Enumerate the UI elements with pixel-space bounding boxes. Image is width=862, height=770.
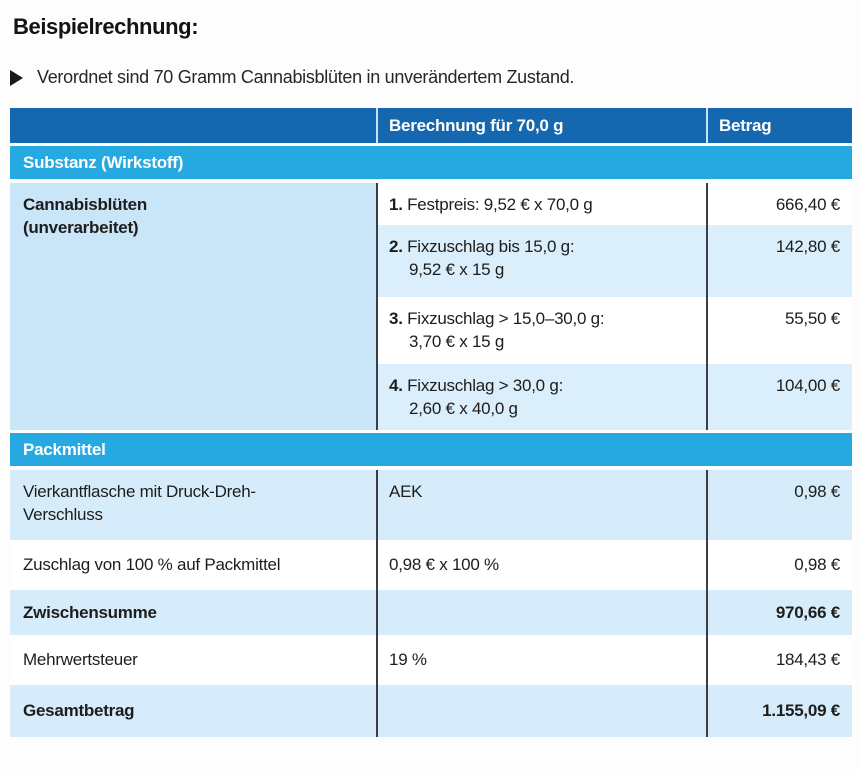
table-row: Zuschlag von 100 % auf Packmittel 0,98 €… xyxy=(10,539,852,590)
amount-cell: 0,98 € xyxy=(706,467,852,540)
calc-cell: 19 % xyxy=(376,634,707,685)
calc-cell xyxy=(376,589,707,635)
row-label-cell: Zwischensumme xyxy=(10,589,377,635)
amount-cell: 142,80 € xyxy=(706,225,852,297)
header-empty-cell xyxy=(10,108,377,145)
table-row: 3. Fixzuschlag > 15,0–30,0 g: 3,70 € x 1… xyxy=(10,297,852,364)
amount-cell: 0,98 € xyxy=(706,539,852,590)
section-row-packaging: Packmittel xyxy=(10,429,852,470)
section-label-packaging: Packmittel xyxy=(10,429,852,470)
amount-cell: 104,00 € xyxy=(706,364,852,431)
header-amount-cell: Betrag xyxy=(706,108,852,145)
calc-text-line2: 2,60 € x 40,0 g xyxy=(409,399,518,418)
calc-cell: 1. Festpreis: 9,52 € x 70,0 g xyxy=(376,181,707,225)
calc-cell: 4. Fixzuschlag > 30,0 g: 2,60 € x 40,0 g xyxy=(376,364,707,431)
table-row: Vierkantflasche mit Druck-Dreh- Verschlu… xyxy=(10,467,852,540)
calc-number: 1. xyxy=(389,195,403,214)
calc-number: 2. xyxy=(389,237,403,256)
amount-cell: 1.155,09 € xyxy=(706,684,852,737)
table-row-subtotal: Zwischensumme 970,66 € xyxy=(10,589,852,635)
calc-number: 3. xyxy=(389,309,403,328)
section-label-substance: Substanz (Wirkstoff) xyxy=(10,143,852,183)
amount-cell: 666,40 € xyxy=(706,181,852,225)
example-calculation-table: Berechnung für 70,0 g Betrag Substanz (W… xyxy=(10,108,852,737)
row-label-cell: Vierkantflasche mit Druck-Dreh- Verschlu… xyxy=(10,467,377,540)
table-row: 4. Fixzuschlag > 30,0 g: 2,60 € x 40,0 g… xyxy=(10,364,852,431)
calc-cell: 2. Fixzuschlag bis 15,0 g: 9,52 € x 15 g xyxy=(376,225,707,297)
calc-number: 4. xyxy=(389,376,403,395)
page-title: Beispielrechnung: xyxy=(13,14,199,39)
calc-text: Fixzuschlag bis 15,0 g: xyxy=(407,237,575,256)
table-row-total: Gesamtbetrag 1.155,09 € xyxy=(10,684,852,737)
section-row-substance: Substanz (Wirkstoff) xyxy=(10,143,852,183)
amount-cell: 184,43 € xyxy=(706,634,852,685)
table-row: 2. Fixzuschlag bis 15,0 g: 9,52 € x 15 g… xyxy=(10,225,852,297)
intro-text: Verordnet sind 70 Gramm Cannabisblüten i… xyxy=(37,67,575,87)
substance-name-cell: Cannabisblüten (unverarbeitet) xyxy=(10,181,377,431)
calc-cell: 3. Fixzuschlag > 15,0–30,0 g: 3,70 € x 1… xyxy=(376,297,707,364)
page: Beispielrechnung: Verordnet sind 70 Gram… xyxy=(0,14,862,770)
row-label-cell: Mehrwertsteuer xyxy=(10,634,377,685)
row-label-cell: Gesamtbetrag xyxy=(10,684,377,737)
intro-line: Verordnet sind 70 Gramm Cannabisblüten i… xyxy=(10,67,862,88)
calc-text-line2: 9,52 € x 15 g xyxy=(409,260,505,279)
calc-cell xyxy=(376,684,707,737)
table-row: Mehrwertsteuer 19 % 184,43 € xyxy=(10,634,852,685)
calc-text-line2: 3,70 € x 15 g xyxy=(409,332,505,351)
calc-text: Fixzuschlag > 30,0 g: xyxy=(407,376,564,395)
row-label-cell: Zuschlag von 100 % auf Packmittel xyxy=(10,539,377,590)
calc-text: Fixzuschlag > 15,0–30,0 g: xyxy=(407,309,605,328)
header-calculation-cell: Berechnung für 70,0 g xyxy=(376,108,707,145)
table-row: Cannabisblüten (unverarbeitet) 1. Festpr… xyxy=(10,181,852,431)
amount-cell: 970,66 € xyxy=(706,589,852,635)
calc-text: Festpreis: 9,52 € x 70,0 g xyxy=(407,195,593,214)
amount-cell: 55,50 € xyxy=(706,297,852,364)
calc-cell: AEK xyxy=(376,467,707,540)
bullet-triangle-icon xyxy=(10,69,23,86)
table-header-row: Berechnung für 70,0 g Betrag xyxy=(10,108,852,145)
calc-cell: 0,98 € x 100 % xyxy=(376,539,707,590)
